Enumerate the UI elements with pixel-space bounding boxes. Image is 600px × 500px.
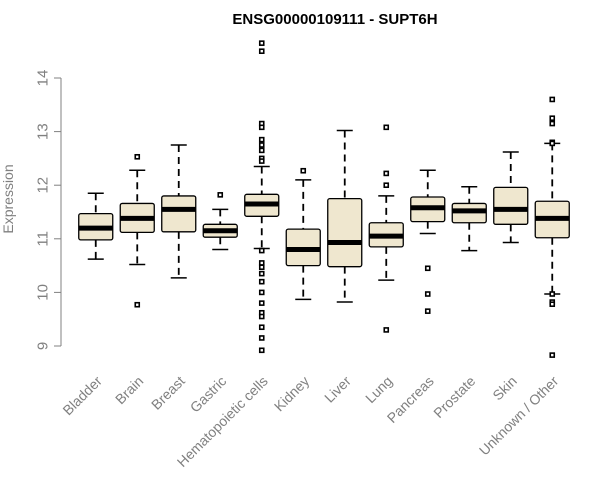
box-12 [534, 96, 570, 358]
outlier-point [134, 153, 141, 160]
x-tick-label: Bladder [59, 373, 105, 419]
outlier-point [217, 192, 224, 198]
y-tick-label: 10 [35, 284, 52, 301]
chart-title: ENSG00000109111 - SUPT6H [232, 11, 437, 28]
box-10 [451, 186, 487, 252]
outlier-point [424, 265, 431, 272]
box-series [78, 40, 570, 358]
y-axis-title: Expression [0, 164, 16, 233]
outlier-point [549, 140, 556, 147]
outlier-point [549, 96, 556, 103]
outlier-point [258, 270, 265, 277]
x-tick-label: Prostate [430, 373, 478, 421]
box-7 [327, 129, 363, 303]
outlier-point [258, 278, 265, 285]
outlier-point [549, 352, 556, 358]
outlier-point [258, 260, 265, 266]
outlier-point [258, 247, 265, 254]
outlier-point [258, 142, 265, 148]
y-tick-label: 11 [35, 231, 52, 247]
outlier-point [383, 124, 390, 131]
outlier-point [258, 289, 265, 296]
x-tick-label: Liver [321, 373, 354, 406]
outlier-point [383, 182, 390, 188]
outlier-point [549, 301, 556, 307]
iqr-box [161, 195, 197, 233]
outlier-point [383, 327, 390, 333]
y-axis: 9 10 11 12 13 14 [35, 70, 62, 350]
x-tick-label: Kidney [271, 373, 313, 415]
outlier-point [549, 291, 556, 297]
box-5 [244, 40, 280, 354]
box-9 [410, 169, 446, 314]
box-6 [285, 167, 321, 301]
outlier-point [300, 167, 307, 174]
outlier-point [258, 136, 265, 143]
outlier-point [258, 40, 265, 46]
outlier-point [258, 264, 265, 271]
outlier-point [258, 324, 265, 331]
outlier-point [258, 335, 265, 341]
box-11 [493, 151, 529, 244]
box-4 [202, 192, 238, 251]
outlier-point [424, 291, 431, 297]
y-tick-label: 9 [35, 342, 52, 350]
outlier-point [258, 300, 265, 306]
outlier-point [383, 170, 390, 177]
box-3 [161, 144, 197, 279]
iqr-box [327, 197, 363, 268]
iqr-box [493, 186, 529, 225]
outlier-point [549, 120, 556, 127]
outlier-point [258, 347, 265, 354]
box-1 [78, 192, 114, 260]
y-tick-label: 12 [35, 177, 52, 194]
y-tick-label: 13 [35, 123, 52, 140]
x-tick-label: Unknown / Other [476, 373, 562, 459]
y-tick-label: 14 [35, 70, 52, 87]
x-tick-label: Skin [489, 373, 520, 404]
outlier-point [258, 124, 265, 131]
x-tick-label: Breast [148, 373, 188, 413]
outlier-point [258, 158, 265, 164]
x-tick-label: Brain [112, 373, 146, 407]
outlier-point [258, 48, 265, 55]
box-2 [119, 153, 155, 308]
outlier-point [258, 147, 265, 154]
outlier-point [134, 301, 141, 308]
box-8 [368, 124, 404, 333]
outlier-point [258, 313, 265, 320]
outlier-point [424, 308, 431, 314]
x-tick-label: Lung [362, 373, 395, 406]
outlier-point [549, 115, 556, 121]
